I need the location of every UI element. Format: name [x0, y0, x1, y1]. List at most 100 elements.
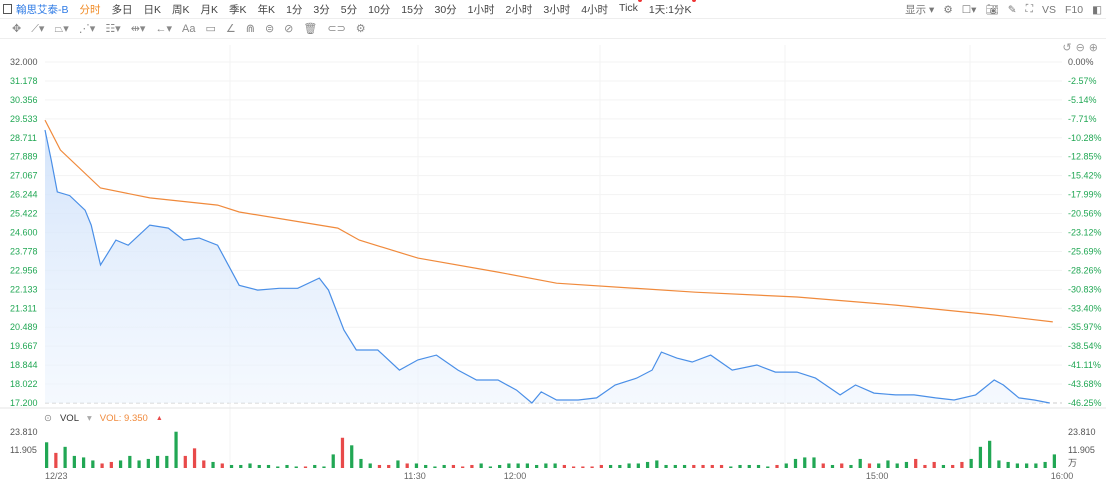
period-tab[interactable]: 1分 [286, 3, 303, 16]
reset-icon[interactable]: ↺ [1062, 42, 1072, 54]
price-tick-label: 24.600 [10, 228, 38, 238]
period-tab[interactable]: 5分 [340, 3, 358, 16]
volume-bar [525, 463, 529, 468]
settings-icon[interactable]: ⚙ [943, 3, 953, 16]
period-tab[interactable]: 3小时 [543, 3, 571, 16]
display-label: 显示 [905, 4, 927, 16]
volume-bar [331, 454, 335, 468]
period-tab[interactable]: 分时 [79, 3, 101, 16]
dropdown-icon[interactable]: ▾ [86, 413, 92, 424]
period-tab[interactable]: 3分 [313, 3, 330, 16]
volume-value: VOL: 9.350 [99, 413, 148, 424]
zoom-in-icon[interactable]: ⊕ [1088, 42, 1098, 54]
time-tick-label: 11:30 [404, 471, 426, 481]
percent-tick-label: -35.97% [1068, 322, 1102, 332]
volume-bar [562, 464, 566, 468]
wave-icon[interactable]: ⋰▾ [78, 23, 96, 35]
expand-icon[interactable]: ▲ [155, 415, 163, 422]
volume-bar [886, 460, 890, 468]
display-dropdown[interactable]: 显示 ▾ [905, 4, 935, 16]
settings-icon[interactable]: ⚙ [355, 23, 366, 35]
f10-button[interactable]: F10 [1064, 3, 1084, 16]
volume-bar [655, 460, 659, 468]
text-icon[interactable]: Aa [181, 22, 196, 35]
percent-tick-label: -38.54% [1068, 341, 1102, 351]
arrow-icon[interactable]: ←▾ [155, 23, 172, 35]
sidebar-toggle-icon[interactable]: ◧ [1092, 3, 1102, 16]
period-tab[interactable]: 2小时 [505, 3, 533, 16]
volume-bar [498, 464, 502, 468]
period-tab[interactable]: 10分 [368, 3, 391, 16]
period-tab[interactable]: Tick [619, 0, 642, 17]
volume-bar [738, 464, 742, 468]
volume-bar [387, 464, 391, 468]
layout-icon[interactable] [3, 4, 12, 14]
percent-tick-label: -5.14% [1068, 95, 1097, 105]
period-tab[interactable]: 季K [229, 3, 247, 16]
period-tab[interactable]: 月K [200, 3, 219, 16]
period-tab[interactable]: 年K [257, 3, 276, 16]
pen-icon[interactable]: ✎ [1007, 3, 1017, 16]
collapse-icon[interactable]: ⊙ [44, 413, 52, 424]
period-tab[interactable]: 15分 [401, 3, 424, 16]
volume-bar [229, 464, 234, 468]
volume-bar [128, 455, 132, 468]
volume-bar [590, 466, 594, 468]
link-icon[interactable]: ⊂⊃ [327, 23, 346, 35]
volume-indicator-name[interactable]: VOL [59, 413, 79, 424]
range-icon[interactable]: ⇹▾ [130, 23, 146, 35]
volume-bar [673, 464, 677, 468]
volume-bar [544, 463, 548, 468]
volume-bar [645, 461, 650, 468]
line-icon[interactable]: ⟋▾ [31, 22, 45, 35]
volume-bar [821, 463, 825, 468]
period-tab[interactable]: 日K [143, 3, 162, 16]
period-tab[interactable]: 周K [172, 3, 190, 16]
delete-icon[interactable]: 🗑︎ [303, 23, 318, 35]
brush-icon[interactable]: ∠ [225, 23, 236, 35]
price-tick-label: 22.133 [10, 284, 38, 294]
volume-bar [174, 431, 178, 468]
lock-icon[interactable]: ⊜ [264, 23, 275, 35]
note-icon[interactable]: ▭ [205, 23, 216, 35]
percent-tick-label: -15.42% [1068, 171, 1102, 181]
volume-bar [276, 466, 280, 468]
volume-bar [146, 458, 150, 468]
volume-bar [1034, 463, 1038, 468]
volume-bar [516, 463, 520, 468]
vs-button[interactable]: VS [1041, 3, 1056, 16]
percent-tick-label: -41.11% [1068, 360, 1101, 370]
zoom-out-icon[interactable]: ⊖ [1075, 42, 1085, 54]
magnet-icon[interactable]: ⋒ [245, 23, 255, 35]
stock-title[interactable]: 翰思艾泰-B [16, 3, 69, 16]
volume-bar [118, 460, 123, 468]
camera-icon[interactable]: 📷︎ [985, 4, 999, 16]
polyline-icon[interactable]: ⏢▾ [54, 22, 69, 35]
move-icon[interactable]: ✥ [12, 23, 22, 35]
fib-icon[interactable]: ☷▾ [105, 23, 121, 35]
volume-tick-label: 23.810 [10, 427, 38, 437]
eye-icon[interactable]: ⊘ [284, 23, 294, 35]
volume-bar [1006, 461, 1010, 468]
price-tick-label: 18.022 [10, 379, 38, 389]
volume-bar [488, 466, 493, 468]
volume-bar [960, 461, 964, 468]
period-tab[interactable]: 30分 [434, 3, 457, 16]
price-tick-label: 27.067 [10, 171, 38, 181]
period-tab[interactable]: 1天:1分K [649, 0, 696, 17]
period-toolbar: 翰思艾泰-B 分时 多日 日K 周K 月K 季K 年K 1分 3分 5分 10分 15分 30分 1小时 2… [0, 0, 1106, 19]
volume-bar [1052, 454, 1056, 468]
period-tab[interactable]: 多日 [111, 3, 133, 16]
volume-bar [895, 463, 899, 468]
fullscreen-icon[interactable]: ⛶ [1025, 3, 1033, 15]
chart-style-dropdown[interactable]: ☐▾ [961, 3, 977, 16]
period-tab[interactable]: 4小时 [581, 3, 609, 16]
price-tick-label: 23.778 [10, 246, 38, 256]
volume-bar [914, 458, 918, 468]
volume-bar [553, 463, 557, 468]
new-badge [691, 0, 696, 2]
time-tick-label: 16:00 [1051, 471, 1074, 481]
volume-bar [202, 460, 206, 468]
period-tab[interactable]: 1小时 [467, 3, 495, 16]
